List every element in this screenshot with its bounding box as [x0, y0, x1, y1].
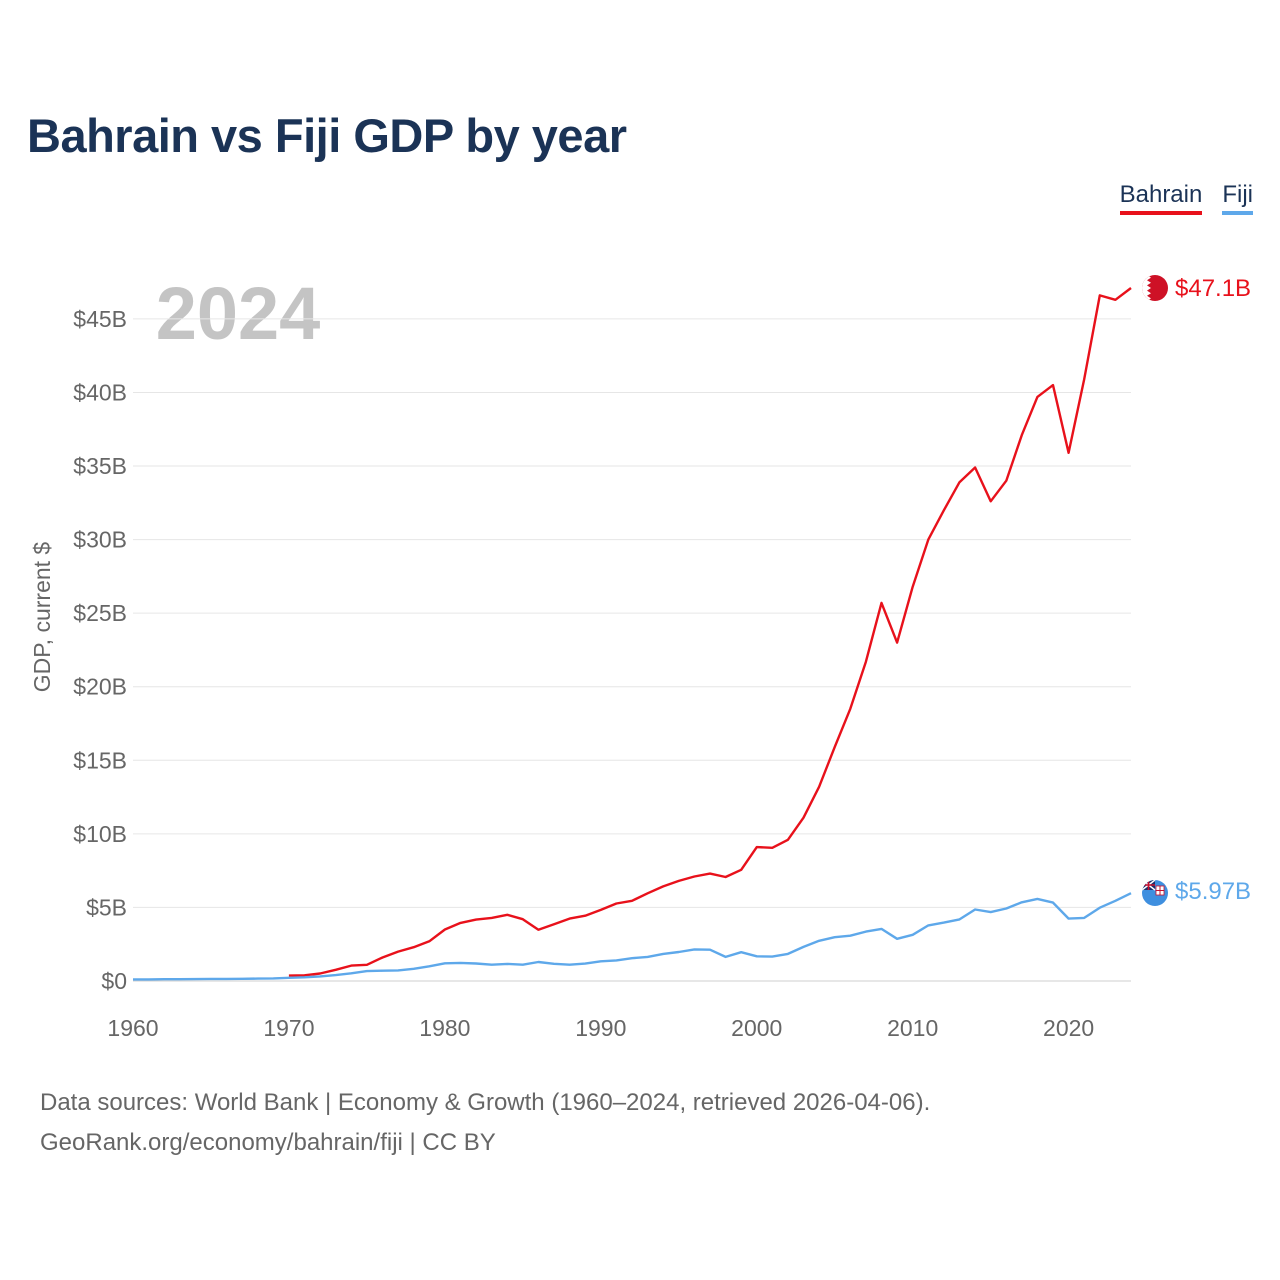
x-tick-label: 1960	[107, 1015, 158, 1041]
legend-item-bahrain[interactable]: Bahrain	[1119, 181, 1203, 215]
bahrain-flag-icon	[1142, 275, 1168, 301]
y-tick-label: $0	[101, 968, 127, 994]
gridlines	[133, 318, 1131, 982]
y-tick-label: $35B	[73, 453, 127, 479]
footer: Data sources: World Bank | Economy & Gro…	[40, 1083, 930, 1163]
attribution-link[interactable]: GeoRank.org/economy/bahrain/fiji | CC BY	[40, 1129, 496, 1156]
y-tick-label: $25B	[73, 600, 127, 626]
x-tick-label: 1970	[263, 1015, 314, 1041]
series-line-bahrain	[288, 287, 1132, 977]
legend: Bahrain Fiji	[1119, 181, 1253, 215]
year-watermark: 2024	[156, 272, 321, 355]
legend-item-fiji[interactable]: Fiji	[1222, 181, 1253, 215]
series-lines	[133, 287, 1132, 981]
y-axis-ticks: $0 $5B $10B $15B $20B $25B $30B $35B $40B $45B	[73, 306, 127, 994]
x-tick-label: 1980	[419, 1015, 470, 1041]
y-tick-label: $45B	[73, 306, 127, 332]
data-sources-note: Data sources: World Bank | Economy & Gro…	[40, 1089, 931, 1116]
series-line-fiji	[133, 892, 1132, 981]
chart-title: Bahrain vs Fiji GDP by year	[27, 109, 627, 162]
y-tick-label: $20B	[73, 674, 127, 700]
x-tick-label: 2000	[731, 1015, 782, 1041]
fiji-flag-icon	[1142, 880, 1168, 906]
bahrain-end-label: $47.1B	[1175, 275, 1251, 302]
y-tick-label: $10B	[73, 821, 127, 847]
y-tick-label: $15B	[73, 747, 127, 773]
x-axis-ticks: 1960 1970 1980 1990 2000 2010 2020	[107, 1015, 1094, 1041]
y-axis-label: GDP, current $	[29, 542, 55, 693]
y-tick-label: $40B	[73, 379, 127, 405]
y-tick-label: $5B	[86, 894, 127, 920]
y-tick-label: $30B	[73, 527, 127, 553]
x-tick-label: 2010	[887, 1015, 938, 1041]
gdp-line-chart: 2024 $0 $5B $10B $15B $20B $25B $30B $35B $40B $4…	[29, 272, 1251, 1041]
x-tick-label: 2020	[1043, 1015, 1094, 1041]
fiji-end-label: $5.97B	[1175, 878, 1251, 905]
x-tick-label: 1990	[575, 1015, 626, 1041]
